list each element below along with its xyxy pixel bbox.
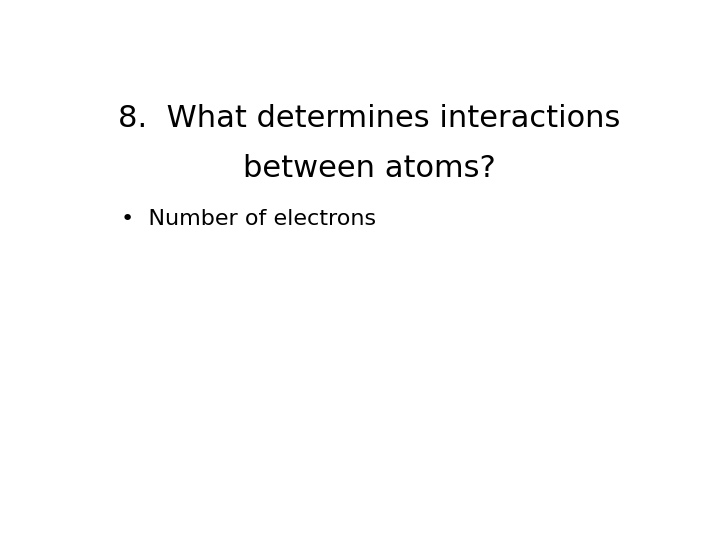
Text: 8.  What determines interactions: 8. What determines interactions [118,104,620,133]
Text: •  Number of electrons: • Number of electrons [121,208,376,228]
Text: between atoms?: between atoms? [243,154,495,183]
